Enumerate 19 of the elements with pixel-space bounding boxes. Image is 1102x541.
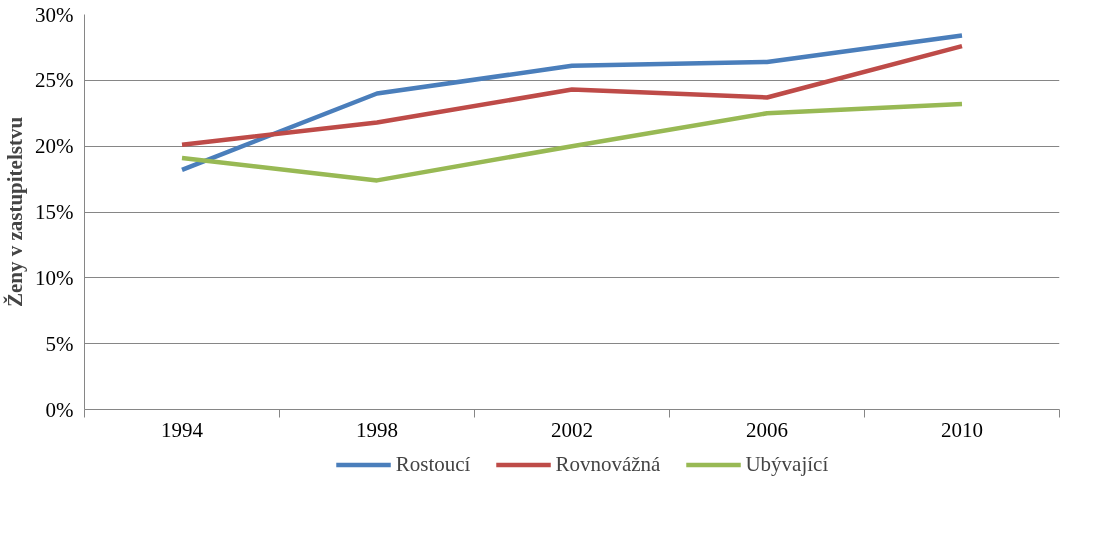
y-tick-label: 10%: [35, 265, 74, 290]
legend-label: Rostoucí: [395, 451, 471, 477]
line-series: [179, 101, 965, 183]
y-tick-label: 20%: [35, 134, 74, 159]
line-series: [179, 33, 965, 173]
legend-label: Rovnovážná: [555, 451, 661, 477]
x-tick-label: 2002: [551, 417, 593, 442]
x-tick-label: 2006: [746, 417, 788, 442]
y-tick-label: 30%: [35, 2, 74, 27]
x-tick-label: 1994: [161, 417, 204, 442]
line-series: [179, 43, 965, 148]
y-axis-title: Ženy v zastupitelstvu: [3, 116, 28, 308]
y-tick-label: 5%: [45, 331, 74, 356]
x-tick-label: 2010: [941, 417, 983, 442]
x-tick-label: 1998: [356, 417, 398, 442]
y-tick-label: 25%: [35, 68, 74, 93]
legend-label: Ubývající: [745, 451, 829, 477]
y-tick-label: 15%: [35, 200, 74, 224]
y-tick-label: 0%: [45, 397, 74, 422]
